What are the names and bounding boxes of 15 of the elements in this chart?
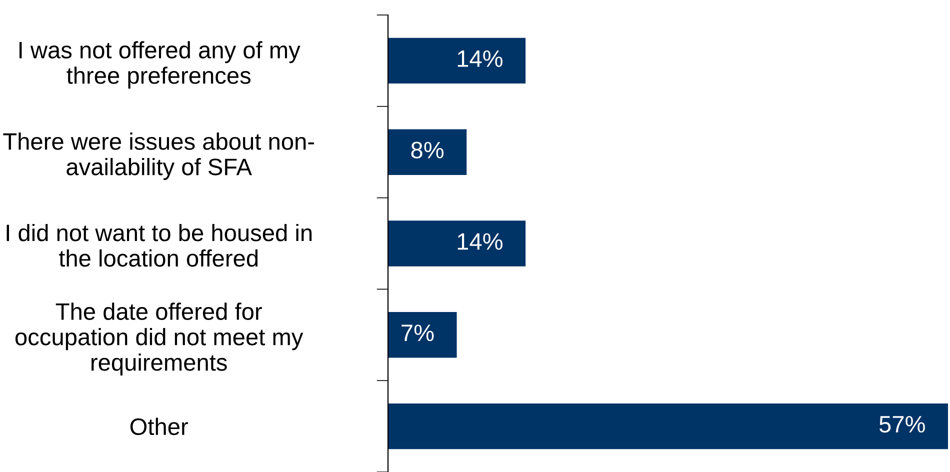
- bar: [388, 312, 457, 358]
- y-tick-label: Other: [130, 418, 188, 436]
- data-label: 14%: [458, 50, 502, 67]
- data-label: 7%: [402, 324, 434, 342]
- bar: [388, 38, 526, 84]
- y-tick-label: There were issues about non- availability of SFA: [3, 132, 314, 180]
- y-tick-label: I was not offered any of my three preferences: [19, 41, 300, 89]
- y-tick-label: The date offered for occupation did not meet my requirements: [15, 302, 304, 376]
- y-tick-label: I did not want to be housed in the location offered: [6, 224, 312, 267]
- data-label: 14%: [458, 233, 502, 250]
- bar: [388, 129, 467, 175]
- bar: [388, 220, 526, 266]
- data-label: 8%: [411, 142, 444, 158]
- data-label: 57%: [879, 416, 925, 433]
- bar: [388, 403, 948, 450]
